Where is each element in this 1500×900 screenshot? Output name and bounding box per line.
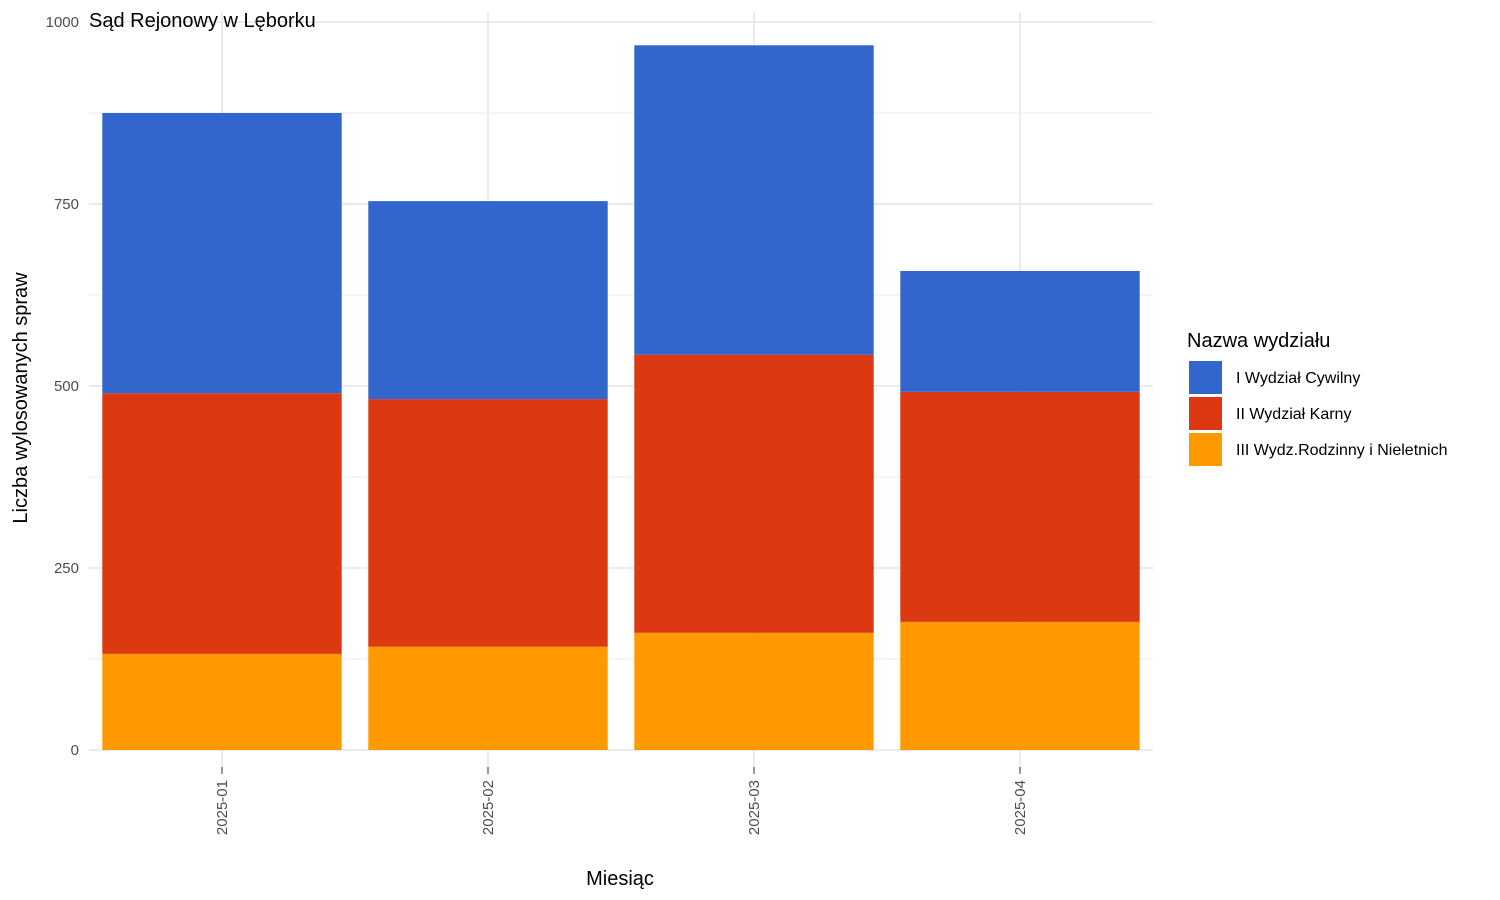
bar-segment: [634, 354, 874, 633]
chart-title: Sąd Rejonowy w Lęborku: [89, 10, 316, 32]
legend-swatch: [1189, 433, 1222, 466]
y-tick-label: 0: [71, 742, 79, 759]
bar-segment: [368, 399, 608, 647]
legend-label: I Wydział Cywilny: [1236, 370, 1360, 387]
x-axis-title: Miesiąc: [586, 868, 654, 890]
bar-segment: [900, 270, 1140, 392]
bar-segment: [102, 113, 342, 394]
y-tick-label: 750: [54, 196, 79, 213]
bar-segment: [634, 45, 874, 355]
bar-segment: [368, 646, 608, 750]
bar-segment: [900, 621, 1140, 750]
x-tick-label: 2025-04: [1012, 780, 1029, 835]
legend-label: II Wydział Karny: [1236, 406, 1351, 423]
bar-segment: [102, 653, 342, 750]
bar-segment: [102, 393, 342, 654]
bars: [102, 45, 1140, 750]
axes: 0 250 500 750 1000 2025-01 2025-02 2025-03 2025-…: [46, 14, 1029, 835]
y-tick-label: 500: [54, 378, 79, 395]
legend-title: Nazwa wydziału: [1187, 330, 1330, 352]
legend-swatch: [1189, 397, 1222, 430]
bar-segment: [900, 391, 1140, 622]
y-axis-title: Liczba wylosowanych spraw: [10, 272, 32, 524]
bar-segment: [634, 632, 874, 750]
x-tick-label: 2025-01: [214, 780, 231, 835]
x-tick-label: 2025-03: [746, 780, 763, 835]
x-tick-label: 2025-02: [480, 780, 497, 835]
legend-swatch: [1189, 361, 1222, 394]
legend-label: III Wydz.Rodzinny i Nieletnich: [1236, 442, 1448, 459]
y-tick-label: 250: [54, 560, 79, 577]
y-tick-label: 1000: [46, 14, 79, 31]
bar-segment: [368, 201, 608, 400]
legend: Nazwa wydziału I Wydział Cywilny II Wydzi…: [1187, 330, 1448, 466]
